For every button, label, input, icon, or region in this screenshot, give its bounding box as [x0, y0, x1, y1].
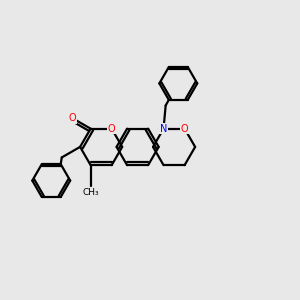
Text: CH₃: CH₃ [82, 188, 99, 197]
Text: N: N [160, 124, 167, 134]
Text: O: O [181, 124, 188, 134]
Text: O: O [69, 113, 76, 123]
Text: O: O [108, 124, 116, 134]
